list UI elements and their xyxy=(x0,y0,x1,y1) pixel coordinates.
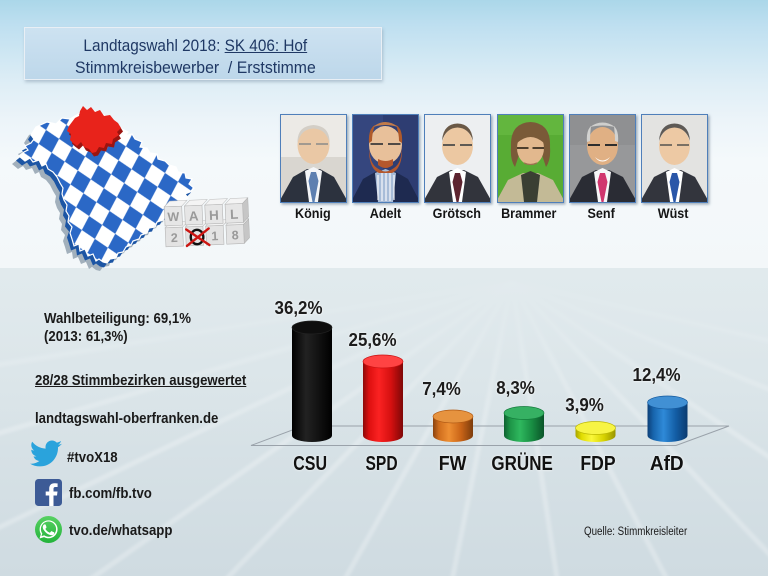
svg-text:8: 8 xyxy=(231,228,239,242)
svg-text:2: 2 xyxy=(170,231,178,245)
svg-text:W: W xyxy=(167,210,180,225)
svg-text:L: L xyxy=(230,207,239,222)
svg-text:1: 1 xyxy=(211,229,219,243)
svg-text:A: A xyxy=(188,208,199,223)
svg-text:H: H xyxy=(209,208,219,223)
